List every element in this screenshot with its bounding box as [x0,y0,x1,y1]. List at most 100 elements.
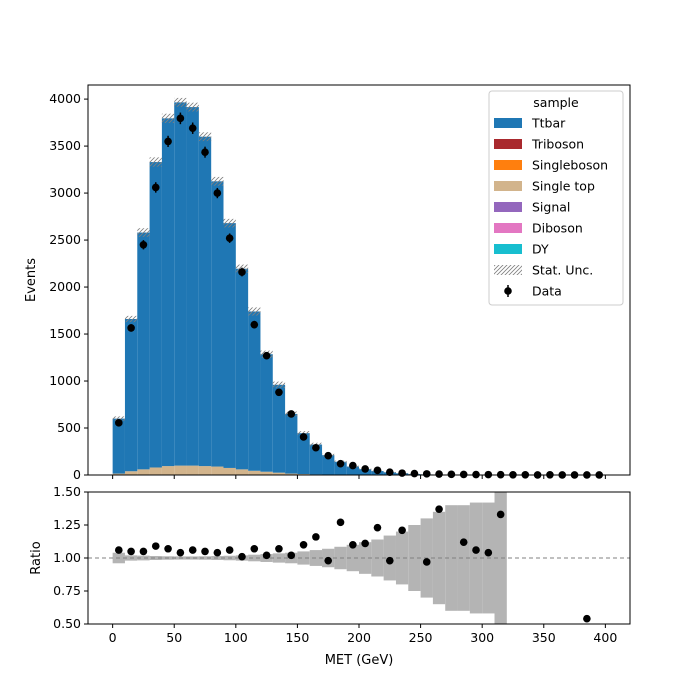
stat-unc-band [149,157,162,167]
legend-label: Single top [532,179,595,194]
ratio-point [312,533,320,541]
stat-unc-band [137,228,150,237]
legend-swatch [494,202,522,212]
ratio-point [213,548,222,557]
data-point [459,470,468,479]
bar [248,311,261,471]
legend-item: Stat. Unc. [494,263,593,278]
ratio-point [472,546,480,554]
stat-unc-band [112,416,125,421]
stat-unc-band [186,102,199,112]
ratio-unc-band [149,556,162,560]
x-tick-label: 200 [347,630,371,645]
bar [272,472,286,475]
data-point [349,461,357,470]
bar [260,471,273,475]
y-tick-label: 2500 [49,232,81,247]
bar [137,232,150,470]
ratio-point [336,518,345,527]
y-axis-label: Events [24,258,39,302]
data-point [422,470,431,478]
legend-box [488,90,624,306]
ratio-point [496,510,505,519]
ratio-point [435,505,443,513]
data-point [225,234,234,242]
legend-swatch [504,287,512,295]
x-axis-label: MET (GeV) [325,653,394,668]
x-tick-label: 50 [166,630,182,645]
bar [137,469,150,475]
ratio-point [225,546,234,554]
data-point [176,114,185,123]
data-point [201,148,209,156]
ratio-y-axis-label: Ratio [29,541,44,574]
legend-label: Singleboson [532,158,608,173]
ratio-point [583,614,591,623]
bar [112,418,125,474]
legend-item: Single top [494,179,595,194]
data-point [275,388,283,397]
legend-item: DY [494,242,549,257]
legend-label: Triboson [531,137,584,152]
ratio-point [201,547,209,556]
x-tick-label: 350 [532,630,556,645]
y-tick-label: 1500 [49,326,81,341]
x-tick-label: 150 [285,630,309,645]
ratio-point [188,546,197,554]
bar [322,455,335,475]
data-point [361,465,369,473]
legend-label: DY [532,242,549,257]
bar [223,467,236,475]
bar [124,471,138,475]
data-point [139,240,148,249]
bar [198,466,212,475]
bar [285,413,298,474]
legend-label: Ttbar [531,116,566,131]
legend-swatch [494,265,522,275]
bar [235,268,249,470]
bar [149,162,162,468]
legend-swatch [494,118,522,128]
ratio-unc-band [359,542,372,574]
data-point [213,189,222,197]
stat-unc-band [272,381,286,388]
bar [161,466,175,475]
ratio-point [164,544,172,553]
stat-unc-band [223,218,236,228]
legend-swatch [494,223,522,233]
bar [174,465,187,475]
legend-label: Signal [532,200,570,215]
ratio-panel: 0.50 0.75 1.00 1.25 1.50 0 50 100 150 200 250 300 35… [29,484,631,668]
x-tick-label: 0 [109,630,117,645]
bar [285,473,298,475]
data-point [188,124,197,133]
bar [260,354,273,472]
bar [211,466,224,475]
ratio-unc-band [494,492,507,624]
ratio-point [176,548,185,557]
stat-unc-band [124,315,138,323]
x-tick-label: 400 [593,630,617,645]
legend-label: Diboson [532,221,583,236]
stat-unc-band [248,307,261,316]
ratio-point [422,558,431,566]
ratio-point [459,538,468,546]
ratio-point [287,551,296,560]
ratio-unc-band [408,525,421,591]
ratio-point [262,551,271,560]
ratio-point [484,548,493,557]
data-point [127,324,135,332]
ratio-unc-band [186,556,199,560]
bar [112,473,125,475]
legend: sample Ttbar Triboson Singleboson Single top… [488,90,624,306]
legend-swatch [494,160,522,170]
ratio-point [151,542,160,550]
bar [211,181,224,467]
stat-unc-band [174,97,187,107]
legend-swatch [494,139,522,149]
stat-unc-band [198,132,212,142]
data-point [287,410,296,418]
bar [149,467,162,475]
legend-item: Data [504,284,562,299]
ratio-y-tick-label: 1.00 [53,550,81,565]
